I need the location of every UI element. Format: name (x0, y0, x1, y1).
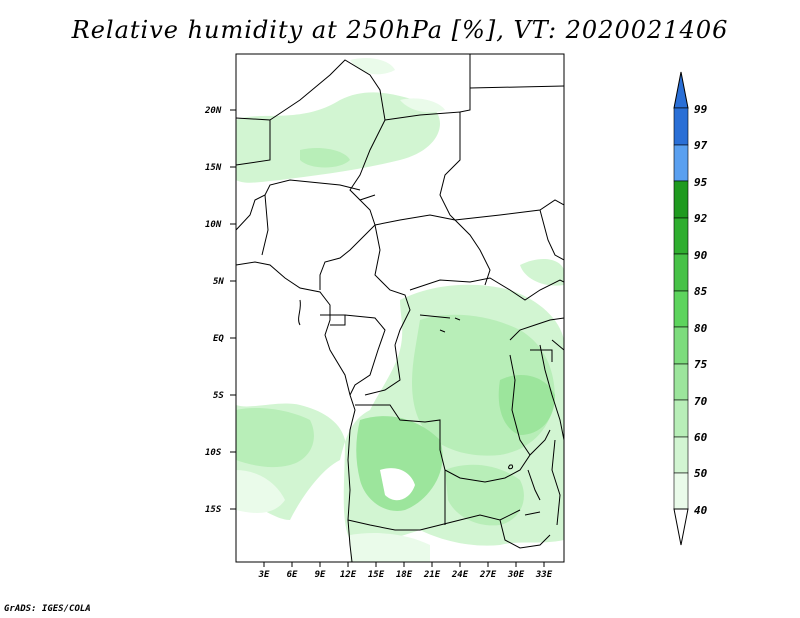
colorbar-level: 60 (694, 431, 708, 444)
lon-label: 27E (479, 570, 497, 580)
colorbar-level: 97 (694, 139, 708, 152)
colorbar-bin (673, 472, 689, 510)
lat-label: 10S (205, 448, 222, 458)
lat-label: 10N (205, 220, 222, 230)
map-title: Relative humidity at 250hPa [%], VT: 202… (71, 16, 729, 44)
latitude-axis: 20N 15N 10N 5N EQ 5S 10S 15S (204, 106, 236, 515)
colorbar-level: 40 (694, 504, 708, 517)
colorbar-bin (673, 180, 689, 219)
colorbar-level: 70 (694, 395, 708, 408)
lat-label: 5N (213, 277, 224, 287)
colorbar-bin (673, 436, 689, 474)
colorbar-level: 99 (694, 103, 708, 116)
country-borders (236, 54, 564, 562)
lon-label: 9E (315, 570, 326, 580)
lon-label: 18E (396, 570, 413, 580)
lon-label: 21E (423, 570, 441, 580)
colorbar-bottom-arrow (673, 508, 689, 546)
colorbar-bin (673, 326, 689, 365)
lat-label: 15N (205, 163, 222, 173)
lat-label: EQ (213, 334, 224, 344)
lon-label: 30E (507, 570, 525, 580)
colorbar-level: 92 (694, 212, 708, 225)
colorbar-bin (673, 107, 689, 146)
colorbar-bin (673, 253, 689, 292)
map-panel: 20N 15N 10N 5N EQ 5S 10S 15S 3E 6E 9E 12… (204, 53, 565, 580)
humidity-shading (236, 58, 564, 562)
lon-label: 33E (535, 570, 553, 580)
colorbar-bin (673, 363, 689, 401)
colorbar-level: 75 (694, 358, 708, 371)
lon-label: 3E (258, 570, 270, 580)
colorbar-bin (673, 399, 689, 438)
map-frame (235, 53, 565, 563)
colorbar-level: 90 (694, 249, 708, 262)
colorbar-level: 95 (694, 176, 708, 189)
lat-label: 20N (204, 106, 222, 116)
lon-label: 24E (451, 570, 469, 580)
colorbar-bin (673, 290, 689, 328)
colorbar-top-arrow (673, 71, 689, 109)
lon-label: 12E (340, 570, 357, 580)
colorbar-bin (673, 144, 689, 182)
lat-label: 5S (213, 391, 224, 401)
colorbar-legend: 99 97 95 92 90 85 80 75 70 60 50 40 (673, 71, 708, 546)
lon-label: 6E (287, 570, 298, 580)
colorbar-level: 50 (694, 467, 708, 480)
colorbar-bin (673, 217, 689, 255)
lat-label: 15S (205, 505, 222, 515)
longitude-axis: 3E 6E 9E 12E 15E 18E 21E 24E 27E 30E 33E (258, 562, 553, 580)
lon-label: 15E (368, 570, 385, 580)
colorbar-level: 85 (694, 285, 708, 298)
colorbar-level: 80 (694, 322, 708, 335)
grads-credit: GrADS: IGES/COLA (4, 604, 91, 614)
